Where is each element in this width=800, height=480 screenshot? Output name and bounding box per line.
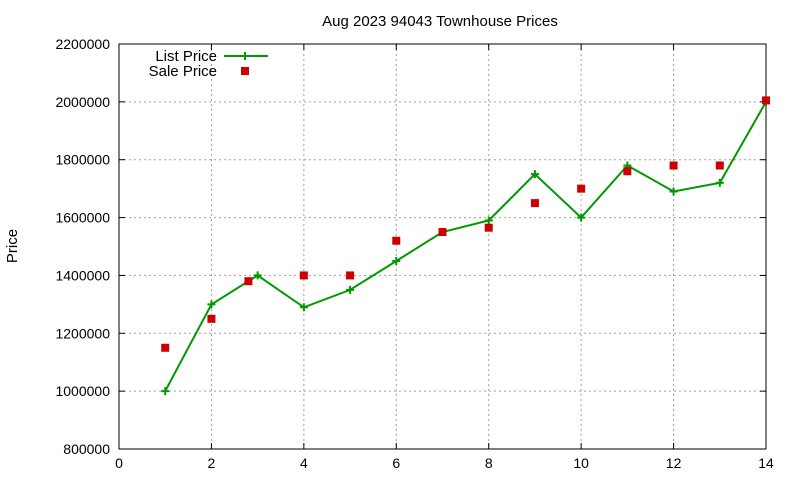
list-price-point xyxy=(484,216,493,225)
list-price-point xyxy=(392,256,401,265)
y-tick-label: 2000000 xyxy=(55,94,110,110)
sale-price-point xyxy=(244,277,253,286)
list-price-point xyxy=(577,213,586,222)
sale-price-point xyxy=(530,199,539,208)
y-tick-label: 800000 xyxy=(63,441,110,457)
sale-price-point xyxy=(669,161,678,170)
y-tick-label: 1800000 xyxy=(55,152,110,168)
plot-frame xyxy=(118,43,767,450)
series xyxy=(161,96,770,396)
list-price-point xyxy=(530,170,539,179)
y-axis-label: Price xyxy=(4,229,21,263)
list-price-point xyxy=(253,271,262,280)
sale-price-point xyxy=(161,343,170,352)
x-tick-label: 4 xyxy=(300,455,308,471)
grid xyxy=(119,44,766,449)
x-tick-label: 8 xyxy=(485,455,493,471)
legend-marker-sale-price xyxy=(241,67,249,75)
y-tick-label: 1400000 xyxy=(55,267,110,283)
y-tick-label: 1600000 xyxy=(55,210,110,226)
list-price-line xyxy=(164,101,767,392)
list-price-point xyxy=(669,187,678,196)
y-tick-label: 1200000 xyxy=(55,325,110,341)
sale-price-point xyxy=(346,271,355,280)
sale-price-point xyxy=(484,223,493,232)
list-price-point xyxy=(207,300,216,309)
sale-price-point xyxy=(762,96,770,105)
sale-price-point xyxy=(438,228,447,237)
x-tick-label: 14 xyxy=(758,455,774,471)
sale-price-point xyxy=(207,314,216,323)
axis-ticks: 0 2 4 6 8 10 12 14 800000 1000000 1200000 1400000 16… xyxy=(55,36,774,471)
sale-price-point xyxy=(715,161,724,170)
x-tick-label: 2 xyxy=(208,455,216,471)
list-price-point xyxy=(346,285,355,294)
sale-price-point xyxy=(392,236,401,245)
legend-marker-list-price xyxy=(241,52,249,60)
list-price-point xyxy=(299,303,308,312)
x-tick-label: 10 xyxy=(573,455,589,471)
y-tick-label: 2200000 xyxy=(55,36,110,52)
legend: List Price Sale Price xyxy=(149,48,268,80)
x-tick-label: 6 xyxy=(392,455,400,471)
x-tick-label: 0 xyxy=(115,455,123,471)
list-price-point xyxy=(715,178,724,187)
chart-title: Aug 2023 94043 Townhouse Prices xyxy=(322,13,558,30)
sale-price-point xyxy=(299,271,308,280)
sale-price-point xyxy=(577,184,586,193)
list-price-point xyxy=(161,387,170,396)
legend-label-sale-price: Sale Price xyxy=(149,63,217,80)
sale-price-point xyxy=(623,167,632,176)
y-tick-label: 1000000 xyxy=(55,383,110,399)
x-tick-label: 12 xyxy=(666,455,682,471)
legend-label-list-price: List Price xyxy=(155,48,217,65)
